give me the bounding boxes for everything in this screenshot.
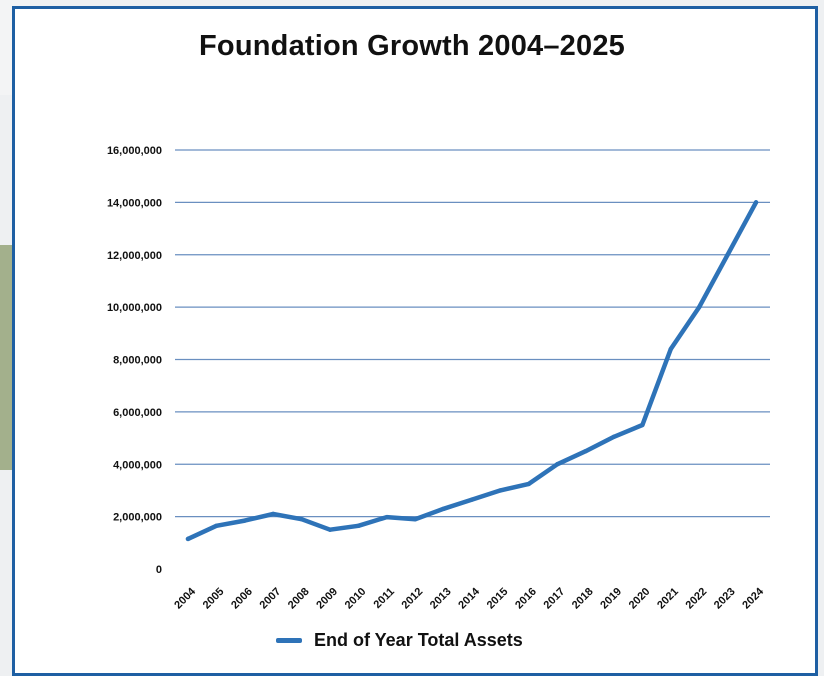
data-point bbox=[327, 527, 333, 532]
x-tick-label: 2022 bbox=[684, 586, 710, 612]
y-tick-label: 10,000,000 bbox=[107, 302, 162, 314]
y-tick-label: 2,000,000 bbox=[113, 512, 162, 524]
x-tick-label: 2009 bbox=[314, 586, 340, 612]
y-tick-label: 0 bbox=[156, 564, 162, 576]
x-tick-label: 2010 bbox=[343, 586, 369, 612]
chart-title: Foundation Growth 2004–2025 bbox=[199, 30, 625, 62]
data-point bbox=[498, 488, 503, 493]
x-tick-label: 2007 bbox=[258, 586, 284, 612]
data-point bbox=[242, 518, 247, 523]
y-tick-label: 8,000,000 bbox=[113, 355, 162, 367]
x-tick-label: 2018 bbox=[570, 586, 596, 612]
x-tick-label: 2005 bbox=[201, 586, 227, 612]
data-point bbox=[697, 304, 702, 310]
legend: End of Year Total Assets bbox=[276, 628, 523, 652]
y-tick-label: 12,000,000 bbox=[107, 250, 162, 262]
x-tick-label: 2004 bbox=[172, 585, 198, 611]
data-point bbox=[271, 511, 276, 517]
x-tick-label: 2014 bbox=[456, 585, 482, 611]
y-tick-label: 16,000,000 bbox=[107, 145, 162, 157]
data-point bbox=[555, 462, 560, 467]
data-point bbox=[384, 514, 389, 520]
x-tick-label: 2006 bbox=[229, 586, 255, 612]
x-tick-label: 2020 bbox=[627, 586, 653, 612]
x-tick-label: 2008 bbox=[286, 586, 312, 612]
data-point bbox=[214, 523, 219, 528]
data-point bbox=[299, 517, 304, 522]
y-tick-label: 6,000,000 bbox=[113, 407, 162, 419]
x-tick-label: 2017 bbox=[542, 586, 568, 612]
data-point bbox=[753, 200, 759, 205]
data-point bbox=[356, 523, 361, 528]
data-point bbox=[185, 536, 191, 542]
series-line bbox=[185, 200, 759, 542]
x-tick-label: 2021 bbox=[655, 586, 681, 612]
x-tick-label: 2012 bbox=[400, 586, 426, 612]
data-point bbox=[441, 506, 446, 511]
data-point bbox=[526, 481, 531, 487]
x-tick-label: 2024 bbox=[740, 585, 766, 611]
x-tick-label: 2023 bbox=[712, 586, 738, 612]
data-point bbox=[725, 252, 730, 257]
chart-card bbox=[12, 6, 818, 676]
data-point bbox=[668, 346, 673, 352]
x-tick-label: 2011 bbox=[372, 586, 397, 611]
data-point bbox=[640, 422, 645, 428]
y-tick-label: 14,000,000 bbox=[107, 197, 162, 209]
data-point bbox=[469, 497, 475, 502]
legend-label: End of Year Total Assets bbox=[314, 629, 523, 650]
data-point bbox=[413, 517, 418, 522]
x-tick-label: 2019 bbox=[598, 586, 624, 612]
y-tick-label: 4,000,000 bbox=[113, 459, 162, 471]
legend-swatch bbox=[276, 637, 302, 643]
x-tick-label: 2016 bbox=[513, 586, 539, 612]
x-tick-label: 2015 bbox=[485, 586, 511, 612]
data-point bbox=[611, 434, 617, 439]
data-point bbox=[583, 448, 588, 454]
x-tick-label: 2013 bbox=[428, 586, 454, 612]
